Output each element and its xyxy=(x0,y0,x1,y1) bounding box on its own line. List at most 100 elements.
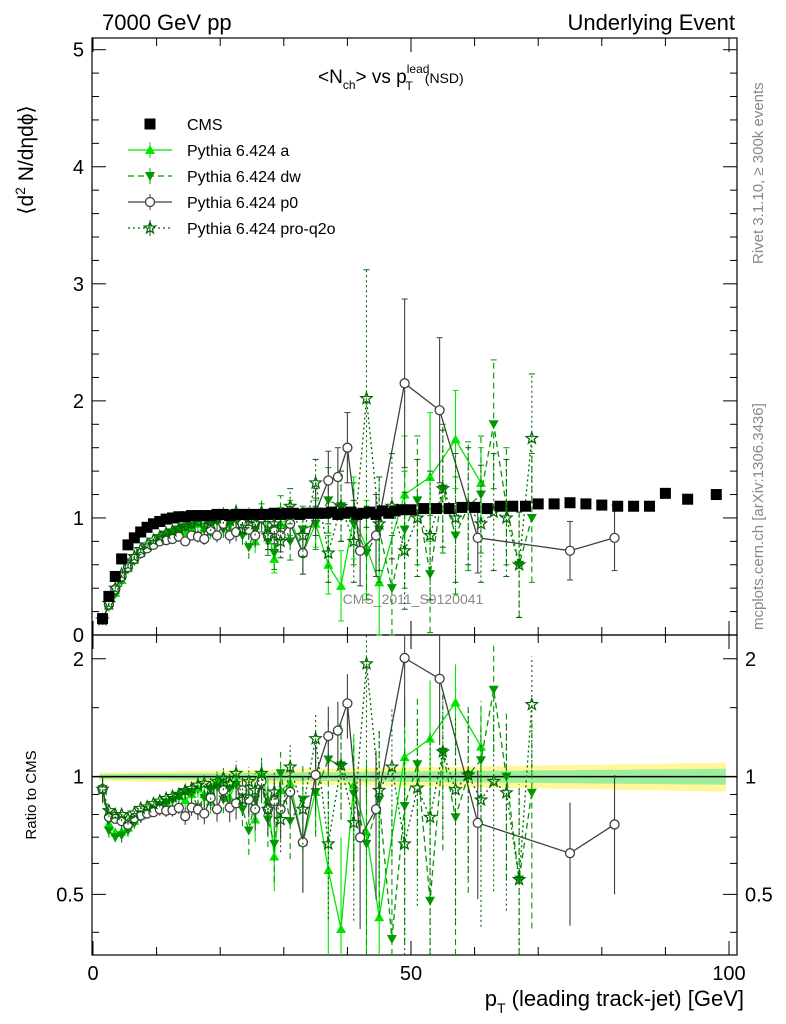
data-point-ratio xyxy=(196,775,212,790)
data-point-main xyxy=(425,471,436,481)
data-point-ratio xyxy=(116,831,127,841)
data-point-ratio xyxy=(486,773,502,788)
data-point-ratio xyxy=(374,795,385,805)
y-tick-label: 5 xyxy=(73,40,84,62)
cms-data-point xyxy=(128,532,140,544)
data-point-ratio xyxy=(308,730,323,745)
cms-data-point xyxy=(469,501,481,513)
cms-data-point xyxy=(596,499,608,511)
data-point-ratio xyxy=(199,808,210,819)
data-point-ratio xyxy=(609,819,620,830)
data-point-ratio xyxy=(361,839,372,849)
cms-data-point xyxy=(494,500,506,512)
data-point-ratio xyxy=(410,780,425,795)
data-point-main xyxy=(399,525,410,535)
cms-data-point xyxy=(338,507,350,519)
data-point-main xyxy=(370,530,382,541)
data-point-main xyxy=(473,516,489,530)
cms-data-point xyxy=(192,510,204,522)
cms-data-point xyxy=(306,507,318,519)
data-point-ratio xyxy=(203,780,219,795)
cms-data-point xyxy=(519,500,531,512)
cms-data-point xyxy=(224,510,236,522)
data-point-ratio xyxy=(282,759,298,774)
cms-data-point xyxy=(287,507,299,519)
data-point-ratio xyxy=(243,826,254,836)
cms-data-point xyxy=(351,508,363,520)
series-line-main xyxy=(101,398,533,621)
data-point-ratio xyxy=(235,791,250,806)
cms-data-point xyxy=(364,506,376,518)
data-point-main xyxy=(273,533,288,548)
cms-data-point xyxy=(326,506,337,518)
cms-data-point xyxy=(103,590,115,602)
x-tick-label: 0 xyxy=(87,963,98,985)
data-point-main xyxy=(180,536,191,547)
y-tick-label: 3 xyxy=(73,274,84,296)
data-point-ratio xyxy=(435,743,451,759)
ratio-uncertainty-band xyxy=(92,762,737,792)
data-point-ratio xyxy=(273,811,288,826)
ratio-tick-label-right: 0.5 xyxy=(745,884,773,906)
data-point-ratio xyxy=(488,685,499,695)
data-point-ratio xyxy=(184,780,199,795)
cms-data-point xyxy=(236,508,248,520)
data-point-ratio xyxy=(110,833,121,843)
data-point-ratio xyxy=(425,896,436,906)
data-point-main xyxy=(359,390,374,405)
cms-data-point xyxy=(230,508,242,520)
data-point-ratio xyxy=(241,773,257,788)
data-point-ratio xyxy=(460,767,476,782)
cms-data-point xyxy=(389,505,401,517)
cms-data-point xyxy=(612,500,624,512)
data-point-main xyxy=(323,475,334,486)
cms-data-point xyxy=(370,508,382,520)
y-tick-label: 0 xyxy=(73,625,84,647)
cms-data-point xyxy=(456,501,468,513)
analysis-watermark: CMS_2011_S9120041 xyxy=(343,591,484,607)
data-point-ratio xyxy=(260,801,276,816)
cms-data-point xyxy=(147,518,159,530)
data-point-ratio xyxy=(101,803,117,817)
data-point-ratio xyxy=(346,815,362,829)
cms-data-point xyxy=(294,508,306,520)
data-point-ratio xyxy=(228,765,244,780)
data-point-main xyxy=(448,510,463,525)
data-point-ratio xyxy=(526,788,537,798)
data-point-ratio xyxy=(254,765,269,780)
legend-marker xyxy=(145,172,155,181)
data-point-main xyxy=(435,481,451,495)
data-point-ratio xyxy=(247,782,263,797)
cms-data-point xyxy=(580,498,592,510)
cms-data-point xyxy=(430,503,442,515)
data-point-main xyxy=(180,523,191,533)
data-point-ratio xyxy=(295,801,311,816)
data-point-main xyxy=(499,510,514,525)
y-tick-label: 4 xyxy=(73,157,84,179)
cms-data-point xyxy=(345,506,357,518)
cms-data-point xyxy=(179,511,191,523)
cms-data-point xyxy=(249,508,261,520)
cms-data-point xyxy=(628,500,640,512)
data-point-main xyxy=(139,537,155,552)
data-point-ratio xyxy=(472,817,483,829)
y-tick-label: 1 xyxy=(73,508,84,530)
data-point-ratio xyxy=(310,769,321,781)
cms-data-point xyxy=(418,503,430,515)
data-point-main xyxy=(332,471,344,483)
series-line-ratio xyxy=(101,656,615,854)
data-point-main xyxy=(211,530,223,541)
data-point-ratio xyxy=(448,781,463,796)
cms-data-point xyxy=(405,504,417,516)
ratio-y-axis-label: Ratio to CMS xyxy=(23,750,40,839)
legend-label: Pythia 6.424 pro-q2o xyxy=(187,221,336,238)
data-point-ratio xyxy=(354,832,366,843)
data-point-ratio xyxy=(397,836,412,851)
data-point-ratio xyxy=(399,652,410,664)
cms-data-point xyxy=(268,507,280,519)
legend-marker xyxy=(145,145,155,154)
cms-data-point xyxy=(332,508,344,520)
data-point-ratio xyxy=(524,696,540,711)
data-point-ratio xyxy=(336,924,347,934)
